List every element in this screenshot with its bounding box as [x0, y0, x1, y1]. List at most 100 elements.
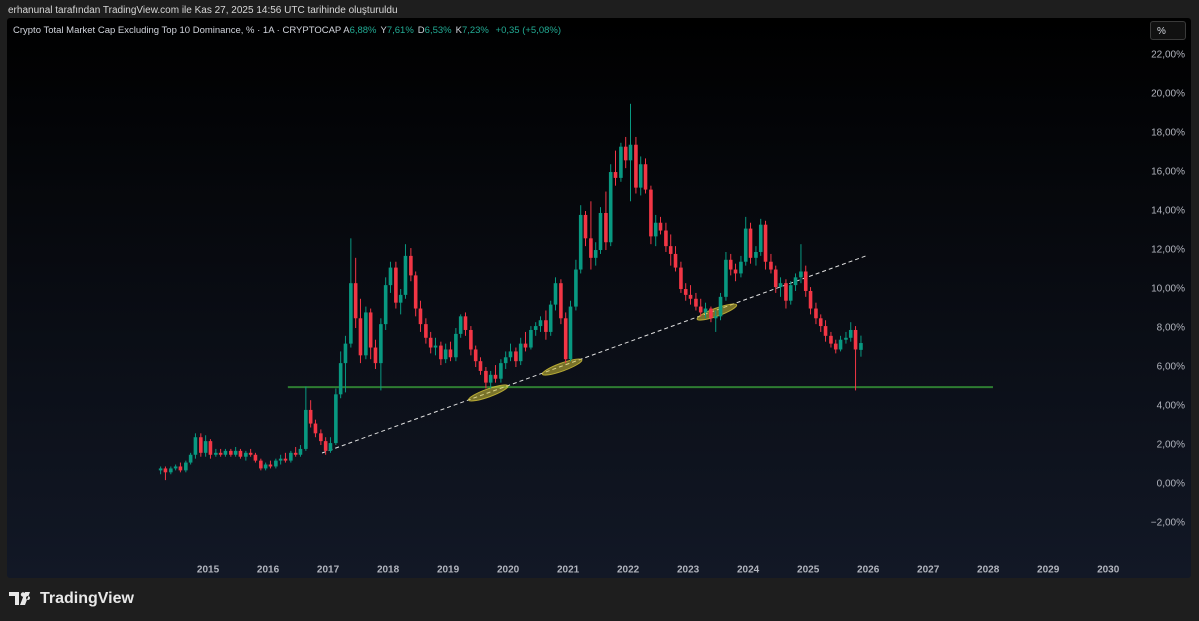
- candle-body: [428, 337, 433, 348]
- candle-body: [688, 294, 693, 299]
- candle-body: [169, 468, 173, 473]
- candle-body: [308, 409, 313, 424]
- candle-body: [398, 294, 403, 303]
- candle-body: [833, 343, 838, 350]
- candle-body: [304, 409, 308, 449]
- ohlc-label: K: [455, 25, 462, 36]
- candle-body: [773, 269, 778, 288]
- candle-body: [463, 316, 468, 330]
- candle-body: [829, 335, 833, 344]
- candle-body: [358, 318, 363, 356]
- candle-body: [268, 464, 273, 467]
- y-tick-label: 20,00%: [1151, 89, 1185, 100]
- candle-body: [523, 343, 528, 348]
- highlight-ellipse: [541, 358, 583, 376]
- candle-body: [563, 318, 568, 360]
- attribution: erhanunal tarafından TradingView.com ile…: [8, 5, 398, 16]
- candle-body: [818, 318, 823, 327]
- candle-body: [619, 146, 623, 178]
- candle-body: [259, 460, 263, 469]
- candle-body: [778, 283, 783, 288]
- ohlc-label: A: [343, 25, 350, 36]
- y-tick-label: 2,00%: [1157, 440, 1185, 451]
- candle-body: [784, 283, 788, 301]
- candle-body: [413, 275, 418, 309]
- candle-body: [823, 326, 828, 336]
- symbol-title: Crypto Total Market Cap Excluding Top 10…: [13, 25, 342, 36]
- candle-body: [193, 437, 198, 455]
- x-tick-label: 2020: [497, 565, 520, 576]
- candle-body: [508, 351, 513, 358]
- trend-line: [321, 254, 869, 454]
- candle-body: [293, 452, 298, 455]
- y-tick-label: 6,00%: [1157, 362, 1185, 373]
- candle-body: [298, 448, 303, 455]
- ohlc-value: 7,23%: [461, 25, 489, 36]
- candle-body: [578, 214, 583, 270]
- candle-body: [328, 443, 333, 451]
- candle-body: [499, 363, 503, 379]
- ohlc-value: 7,61%: [386, 25, 414, 36]
- candle-body: [394, 267, 398, 303]
- x-tick-label: 2023: [677, 565, 700, 576]
- candle-body: [788, 285, 793, 301]
- candle-body: [229, 450, 233, 455]
- y-tick-label: −2,00%: [1151, 518, 1185, 529]
- candle-body: [559, 283, 563, 319]
- candle-body: [638, 164, 643, 188]
- logo: TradingView: [9, 590, 134, 608]
- candle-body: [703, 308, 708, 313]
- y-tick-label: 8,00%: [1157, 323, 1185, 334]
- candle-body: [484, 370, 488, 383]
- candle-body: [568, 306, 573, 360]
- candle-body: [503, 357, 508, 364]
- candle-body: [373, 347, 378, 364]
- candle-body: [583, 214, 588, 239]
- candle-body: [763, 224, 768, 262]
- candle-body: [364, 312, 368, 356]
- candle-body: [163, 468, 168, 473]
- candle-body: [388, 267, 393, 286]
- ohlc-label: Y: [380, 25, 387, 36]
- x-tick-label: 2021: [557, 565, 580, 576]
- candle-body: [274, 460, 278, 467]
- candle-body: [589, 238, 593, 258]
- candle-body: [433, 345, 438, 348]
- x-tick-label: 2022: [617, 565, 640, 576]
- candle-body: [634, 144, 638, 188]
- candle-body: [743, 228, 748, 262]
- candle-body: [598, 212, 603, 251]
- y-tick-label: 4,00%: [1157, 401, 1185, 412]
- candle-body: [769, 261, 773, 270]
- candle-body: [514, 351, 518, 362]
- candle-body: [604, 212, 608, 243]
- candle-body: [244, 452, 248, 457]
- candle-body: [538, 320, 543, 327]
- candle-body: [553, 283, 558, 305]
- y-tick-label: 18,00%: [1151, 128, 1185, 139]
- candle-body: [679, 267, 683, 290]
- candle-body: [454, 333, 458, 358]
- scale-button[interactable]: %: [1150, 21, 1186, 40]
- highlight-ellipse: [467, 384, 509, 402]
- candle-body: [214, 452, 218, 455]
- candle-body: [574, 269, 578, 307]
- candle-body: [319, 433, 323, 442]
- candle-body: [628, 144, 633, 161]
- candle-body: [838, 339, 843, 350]
- candle-body: [544, 320, 548, 332]
- candle-body: [593, 250, 598, 258]
- candle-body: [458, 316, 463, 334]
- candle-body: [548, 304, 553, 332]
- candle-body: [754, 251, 758, 258]
- candle-body: [493, 374, 498, 379]
- candle-body: [343, 343, 348, 364]
- candle-body: [184, 462, 188, 471]
- candle-body: [173, 466, 178, 469]
- candle-body: [713, 316, 718, 319]
- candle-body: [203, 441, 208, 453]
- candle-body: [289, 452, 293, 461]
- candle-body: [518, 343, 523, 362]
- logo-icon: [9, 592, 31, 605]
